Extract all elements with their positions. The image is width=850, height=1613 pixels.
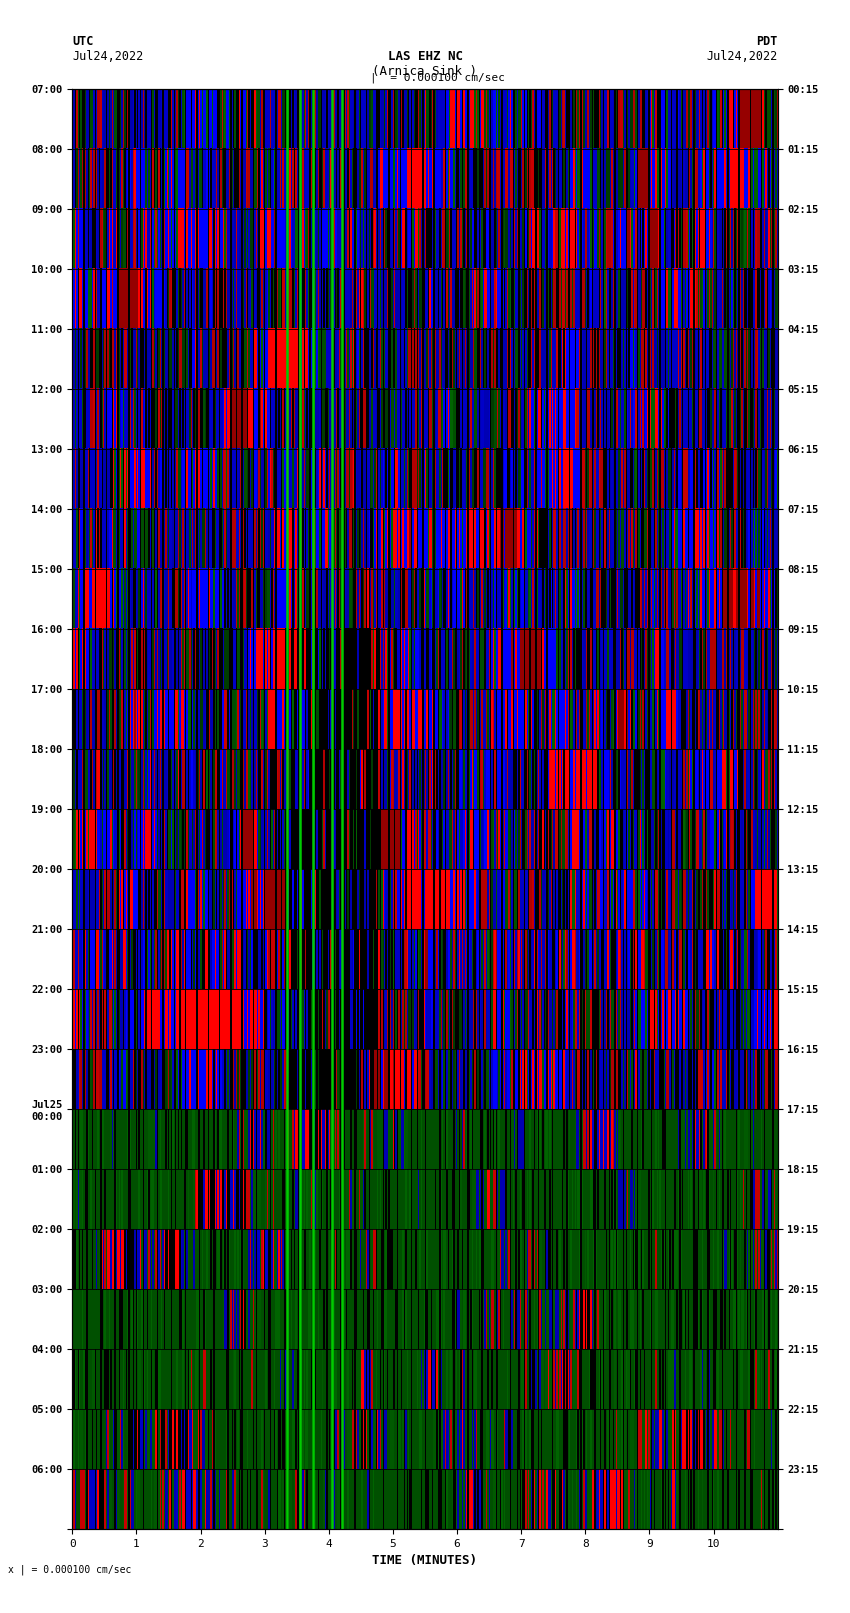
Text: |  = 0.000100 cm/sec: | = 0.000100 cm/sec (370, 73, 505, 84)
Text: UTC: UTC (72, 35, 94, 48)
X-axis label: TIME (MINUTES): TIME (MINUTES) (372, 1555, 478, 1568)
Text: Jul24,2022: Jul24,2022 (706, 50, 778, 63)
Text: LAS EHZ NC: LAS EHZ NC (388, 50, 462, 63)
Text: PDT: PDT (756, 35, 778, 48)
Text: x | = 0.000100 cm/sec: x | = 0.000100 cm/sec (8, 1565, 132, 1576)
Text: Jul24,2022: Jul24,2022 (72, 50, 144, 63)
Text: (Arnica Sink ): (Arnica Sink ) (372, 65, 478, 77)
